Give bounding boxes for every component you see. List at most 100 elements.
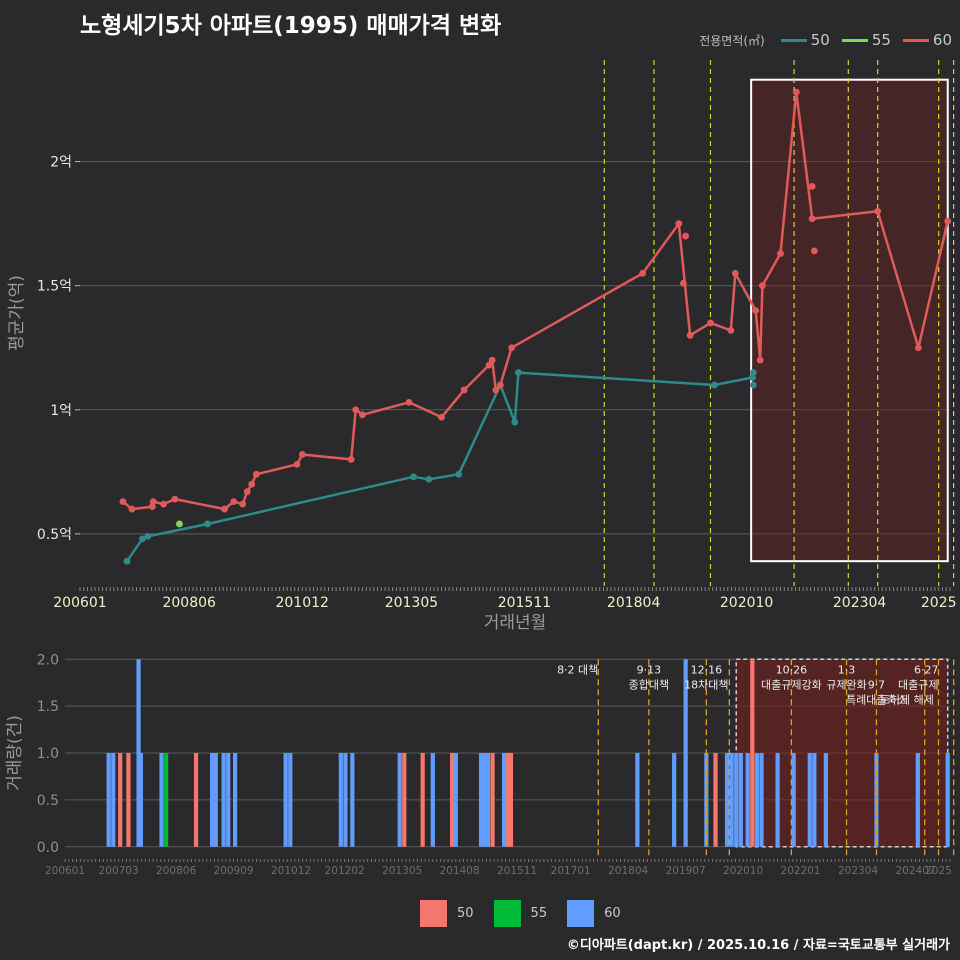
data-point-60 xyxy=(639,269,647,277)
legend-item-60: 60 xyxy=(897,31,952,49)
legend-title: 전용면적(㎡) xyxy=(699,33,765,48)
x-tick-label: 201012 xyxy=(271,865,311,877)
bar-60 xyxy=(759,753,764,847)
price-line-chart: 0.5억 1억 1.5억 2억 200601 200806 201012 201305 2015… xyxy=(7,60,957,633)
bar-60 xyxy=(812,753,817,847)
bar-60 xyxy=(226,753,231,847)
x-tick-label: 201012 xyxy=(275,595,328,611)
x-tick-label: 201511 xyxy=(498,595,551,611)
x-tick-label: 201305 xyxy=(382,865,422,877)
x-tick-label: 201305 xyxy=(385,595,438,611)
bar-legend-label-50: 50 xyxy=(457,906,474,921)
y-tick-label: 2.0 xyxy=(37,652,59,668)
data-point-50 xyxy=(123,557,131,565)
bar-legend-label-55: 55 xyxy=(530,906,548,921)
bar-50 xyxy=(126,753,131,847)
policy-annotation: 1·3 xyxy=(838,663,856,676)
data-point-60 xyxy=(914,344,922,352)
source-footer: ©디아파트(dapt.kr) / 2025.10.16 / 자료=국토교통부 실… xyxy=(566,938,950,953)
y-axis-label: 평균가(억) xyxy=(7,275,27,351)
x-tick-label: 202407 xyxy=(895,865,935,877)
y-tick-label: 1.5억 xyxy=(37,279,72,295)
x-tick-label: 200703 xyxy=(99,865,139,877)
data-point-60 xyxy=(811,247,818,255)
data-point-60 xyxy=(405,398,413,406)
x-tick-label: 200909 xyxy=(214,865,254,877)
data-point-60 xyxy=(460,386,468,394)
data-point-60 xyxy=(675,220,683,228)
legend-item-55: 55 xyxy=(836,31,891,49)
series-line-50 xyxy=(125,371,753,562)
data-point-60 xyxy=(252,470,260,478)
bar-60 xyxy=(734,753,739,847)
bar-50 xyxy=(490,753,495,847)
bar-legend-label-60: 60 xyxy=(604,906,621,921)
data-point-60 xyxy=(944,217,952,225)
legend-key-55 xyxy=(841,38,868,42)
highlight-region xyxy=(735,658,949,848)
x-tick-label: 2025 xyxy=(925,865,952,877)
data-point-60 xyxy=(352,406,360,414)
policy-annotation: 종합대책 xyxy=(629,678,669,691)
data-point-60 xyxy=(759,282,766,290)
y-tick-label: 1.5 xyxy=(37,699,59,715)
data-point-55 xyxy=(176,520,183,528)
bar-60 xyxy=(136,659,141,847)
bar-60 xyxy=(485,753,491,847)
bottom-legend: 50 55 60 xyxy=(420,900,629,927)
data-point-60 xyxy=(686,331,694,339)
bar-50 xyxy=(505,753,510,847)
bar-60 xyxy=(724,753,730,847)
x-tick-label: 201701 xyxy=(551,865,591,877)
x-tick-label: 200601 xyxy=(45,865,85,877)
data-point-60 xyxy=(727,326,735,334)
bar-60 xyxy=(729,753,734,847)
policy-annotation: 6·27 xyxy=(914,663,939,676)
legend-label-50: 50 xyxy=(810,31,830,49)
policy-annotation: 18차대책 xyxy=(684,678,728,691)
bar-60 xyxy=(210,753,215,847)
data-point-60 xyxy=(221,505,229,513)
chart-title: 노형세기5차 아파트(1995) 매매가격 변화 xyxy=(80,13,502,39)
policy-annotation: 규제완화 xyxy=(826,678,866,691)
bar-60 xyxy=(745,753,750,847)
bar-60 xyxy=(453,753,458,847)
data-point-60 xyxy=(808,215,816,223)
bar-60 xyxy=(945,753,950,847)
x-tick-label: 2025 xyxy=(921,595,957,611)
bar-60 xyxy=(138,753,143,847)
bar-60 xyxy=(159,753,164,847)
volume-bar-chart: 0.0 0.5 1.0 1.5 2.0 8·2 대책 9·13 종합대책 12·16 18차대책 1… xyxy=(5,652,955,877)
data-point-60 xyxy=(808,183,816,190)
bar-60 xyxy=(775,753,780,847)
x-tick-label: 201804 xyxy=(608,865,648,877)
x-tick-label: 202304 xyxy=(833,595,887,611)
legend-label-60: 60 xyxy=(932,31,952,49)
data-point-60 xyxy=(777,250,784,257)
data-point-60 xyxy=(293,460,301,468)
x-tick-label: 200806 xyxy=(162,595,216,611)
bar-50 xyxy=(713,753,718,847)
legend-item-50: 50 xyxy=(775,31,830,49)
y-axis-label: 거래량(건) xyxy=(5,715,25,791)
data-point-60 xyxy=(488,356,496,364)
highlight-region xyxy=(750,78,949,563)
data-point-60 xyxy=(508,344,516,352)
data-point-50 xyxy=(455,470,463,478)
data-point-60 xyxy=(756,356,764,364)
bar-60 xyxy=(672,753,677,847)
top-legend: 전용면적(㎡) 50 55 60 xyxy=(699,31,952,49)
x-tick-label: 202010 xyxy=(723,865,763,877)
data-point-60 xyxy=(792,88,800,96)
bar-60 xyxy=(430,753,435,847)
x-tick-label: 202010 xyxy=(720,595,773,611)
policy-annotation: 토허제 해제 xyxy=(880,692,934,706)
legend-label-55: 55 xyxy=(871,31,891,49)
y-tick-label: 2억 xyxy=(50,155,72,171)
bar-50 xyxy=(402,753,407,847)
bar-60 xyxy=(791,753,796,847)
bar-legend-item-50: 50 xyxy=(420,900,474,927)
bar-60 xyxy=(288,753,293,847)
legend-key-60 xyxy=(902,38,929,42)
bar-50 xyxy=(450,753,455,847)
